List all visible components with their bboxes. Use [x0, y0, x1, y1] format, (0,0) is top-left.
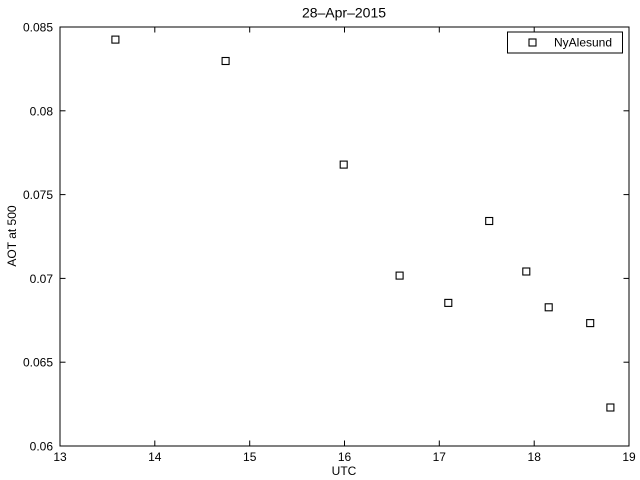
- svg-text:16: 16: [338, 450, 352, 464]
- svg-text:0.065: 0.065: [23, 356, 53, 370]
- svg-text:19: 19: [622, 450, 636, 464]
- svg-text:17: 17: [433, 450, 447, 464]
- svg-text:0.06: 0.06: [30, 440, 54, 454]
- svg-text:NyAlesund: NyAlesund: [554, 36, 612, 50]
- svg-text:18: 18: [528, 450, 542, 464]
- svg-text:13: 13: [53, 450, 67, 464]
- svg-text:0.07: 0.07: [30, 272, 54, 286]
- svg-text:0.075: 0.075: [23, 188, 53, 202]
- svg-text:28–Apr–2015: 28–Apr–2015: [302, 5, 386, 21]
- svg-text:14: 14: [148, 450, 162, 464]
- svg-text:AOT at 500: AOT at 500: [5, 205, 19, 266]
- svg-text:0.08: 0.08: [30, 104, 54, 118]
- svg-text:UTC: UTC: [332, 464, 357, 478]
- svg-text:15: 15: [243, 450, 257, 464]
- svg-text:0.085: 0.085: [23, 21, 53, 35]
